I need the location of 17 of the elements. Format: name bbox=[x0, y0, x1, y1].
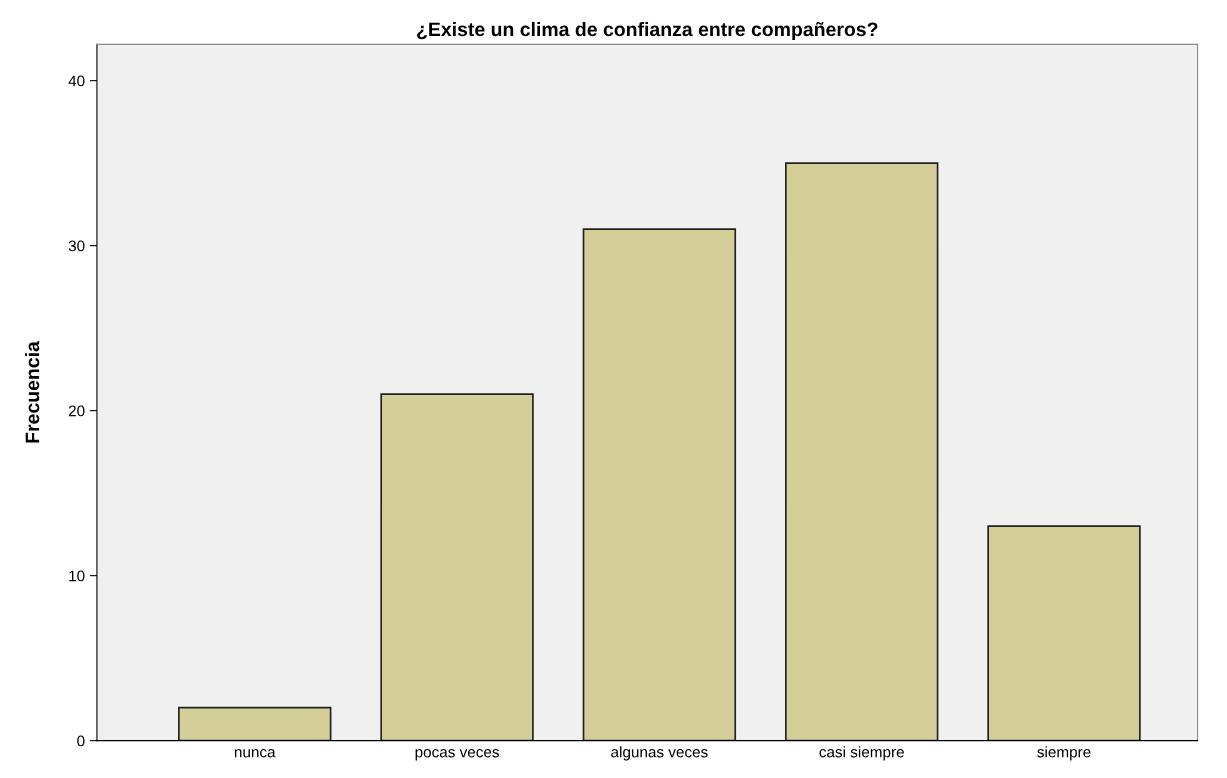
y-tick-label: 40 bbox=[68, 75, 85, 87]
bar bbox=[178, 706, 332, 741]
x-tick-label: algunas veces bbox=[611, 746, 708, 761]
bar bbox=[784, 162, 939, 741]
y-axis-title: Frecuencia bbox=[25, 341, 40, 443]
chart-title: ¿Existe un clima de confianza entre compañeros? bbox=[417, 21, 878, 41]
x-tick-label: siempre bbox=[1037, 746, 1091, 761]
y-tick-label: 20 bbox=[68, 405, 85, 417]
x-tick-label: nunca bbox=[234, 749, 276, 758]
bar bbox=[987, 525, 1141, 741]
bar bbox=[380, 393, 534, 741]
y-tick-label: 10 bbox=[69, 570, 85, 582]
y-tick-label: 0 bbox=[77, 735, 85, 747]
x-tick-label: casi siempre bbox=[819, 746, 904, 761]
y-tick-label: 30 bbox=[68, 240, 85, 252]
x-tick-label: pocas veces bbox=[415, 749, 499, 761]
bar bbox=[582, 228, 737, 741]
